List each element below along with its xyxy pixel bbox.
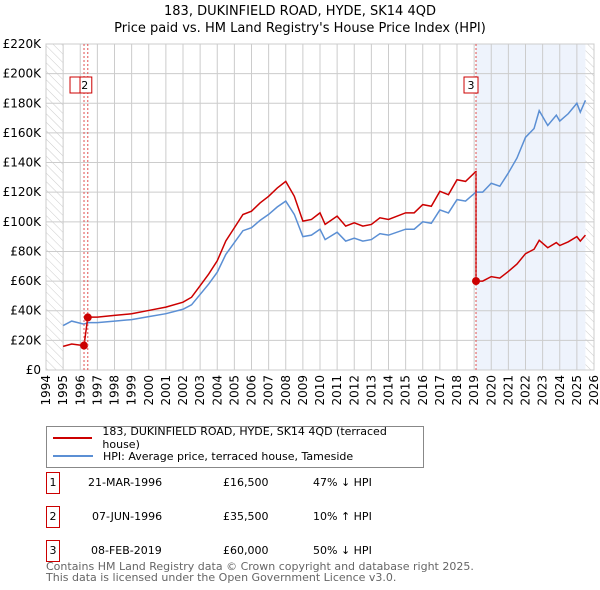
sale-hpi: 50% ↓ HPI (313, 544, 372, 557)
x-tick-label: 2013 (364, 375, 378, 406)
x-tick-label: 2019 (467, 375, 481, 406)
plot-area: 1994 1995 1996 1997 1998 1999 2000 2001 2002 2003… (3, 37, 600, 406)
shaded-since-last-sale (476, 44, 586, 370)
y-tick-label: £120K (3, 185, 43, 199)
y-tick-label: £20K (10, 333, 42, 347)
y-tick-label: £80K (10, 244, 42, 258)
legend-swatch-property (53, 437, 93, 439)
sale-price: £35,500 (223, 510, 269, 523)
x-tick-label: 2009 (296, 375, 310, 406)
y-tick-label: £180K (3, 96, 43, 110)
legend-label-hpi: HPI: Average price, terraced house, Tame… (103, 449, 354, 463)
y-tick-label: £100K (3, 215, 43, 229)
sale-label-box (463, 76, 479, 94)
x-tick-label: 2024 (553, 375, 567, 406)
x-tick-label: 2015 (399, 375, 413, 406)
x-tick-label: 2023 (536, 375, 550, 406)
x-tick-label: 1998 (108, 375, 122, 406)
x-tick-label: 2000 (142, 375, 156, 406)
x-tick-label: 2018 (450, 375, 464, 406)
x-tick-label: 2002 (176, 375, 190, 406)
sale-marker: 2 (46, 506, 60, 528)
x-tick-label: 2021 (501, 375, 515, 406)
sale-hpi: 47% ↓ HPI (313, 476, 372, 489)
footer-line-2: This data is licensed under the Open Gov… (46, 571, 397, 584)
x-tick-label: 2003 (193, 375, 207, 406)
x-tick-label: 2014 (382, 375, 396, 406)
sale-date: 07-JUN-1996 (92, 510, 163, 523)
x-tick-label: 2022 (519, 375, 533, 406)
y-tick-label: £60K (10, 274, 42, 288)
x-tick-label: 2016 (416, 375, 430, 406)
x-tick-label: 1997 (90, 375, 104, 406)
sale-point (83, 313, 92, 322)
x-tick-label: 2001 (159, 375, 173, 406)
hpi-line (62, 100, 587, 327)
sale-point (80, 341, 89, 350)
x-tick-label: 2020 (484, 375, 498, 406)
y-tick-label: £220K (3, 37, 43, 51)
y-tick-label: £0 (26, 363, 41, 377)
x-tick-label: 1996 (73, 375, 87, 406)
sale-marker: 3 (46, 540, 60, 562)
x-tick-label: 1999 (125, 375, 139, 406)
chart-title: 183, DUKINFIELD ROAD, HYDE, SK14 4QD (164, 4, 436, 19)
y-tick-label: £40K (10, 304, 42, 318)
footer-line-1: Contains HM Land Registry data © Crown c… (46, 560, 474, 573)
x-tick-label: 2008 (279, 375, 293, 406)
sale-label: 2 (81, 79, 88, 92)
x-tick-label: 2010 (313, 375, 327, 406)
footer: Contains HM Land Registry data © Crown c… (46, 561, 474, 583)
sale-price: £60,000 (223, 544, 269, 557)
hatch-after-data (585, 44, 594, 370)
y-tick-label: £140K (3, 156, 43, 170)
sale-hpi: 10% ↑ HPI (313, 510, 372, 523)
x-tick-label: 2006 (245, 375, 259, 406)
y-tick-label: £160K (3, 126, 43, 140)
x-tick-label: 1994 (39, 375, 53, 406)
chart-subtitle: Price paid vs. HM Land Registry's House … (114, 21, 486, 36)
property-price-line (62, 170, 587, 348)
legend-swatch-hpi (53, 455, 93, 457)
x-tick-label: 2026 (587, 375, 600, 406)
sale-date: 08-FEB-2019 (91, 544, 162, 557)
y-tick-label: £200K (3, 67, 43, 81)
legend: 183, DUKINFIELD ROAD, HYDE, SK14 4QD (te… (46, 425, 424, 468)
x-tick-label: 2012 (347, 375, 361, 406)
sale-label: 3 (468, 79, 475, 92)
x-tick-label: 2017 (433, 375, 447, 406)
legend-label-property: 183, DUKINFIELD ROAD, HYDE, SK14 4QD (te… (102, 425, 387, 451)
x-tick-label: 2004 (210, 375, 224, 406)
sale-date: 21-MAR-1996 (88, 476, 163, 489)
hatch-before-data (46, 44, 64, 370)
x-tick-label: 2007 (262, 375, 276, 406)
x-tick-label: 2025 (570, 375, 584, 406)
x-tick-label: 2011 (330, 375, 344, 406)
sale-point (472, 277, 481, 286)
x-tick-label: 1995 (56, 375, 70, 406)
x-tick-label: 2005 (227, 375, 241, 406)
sale-label-box (69, 76, 81, 94)
sale-marker: 1 (46, 472, 60, 494)
sale-price: £16,500 (223, 476, 269, 489)
